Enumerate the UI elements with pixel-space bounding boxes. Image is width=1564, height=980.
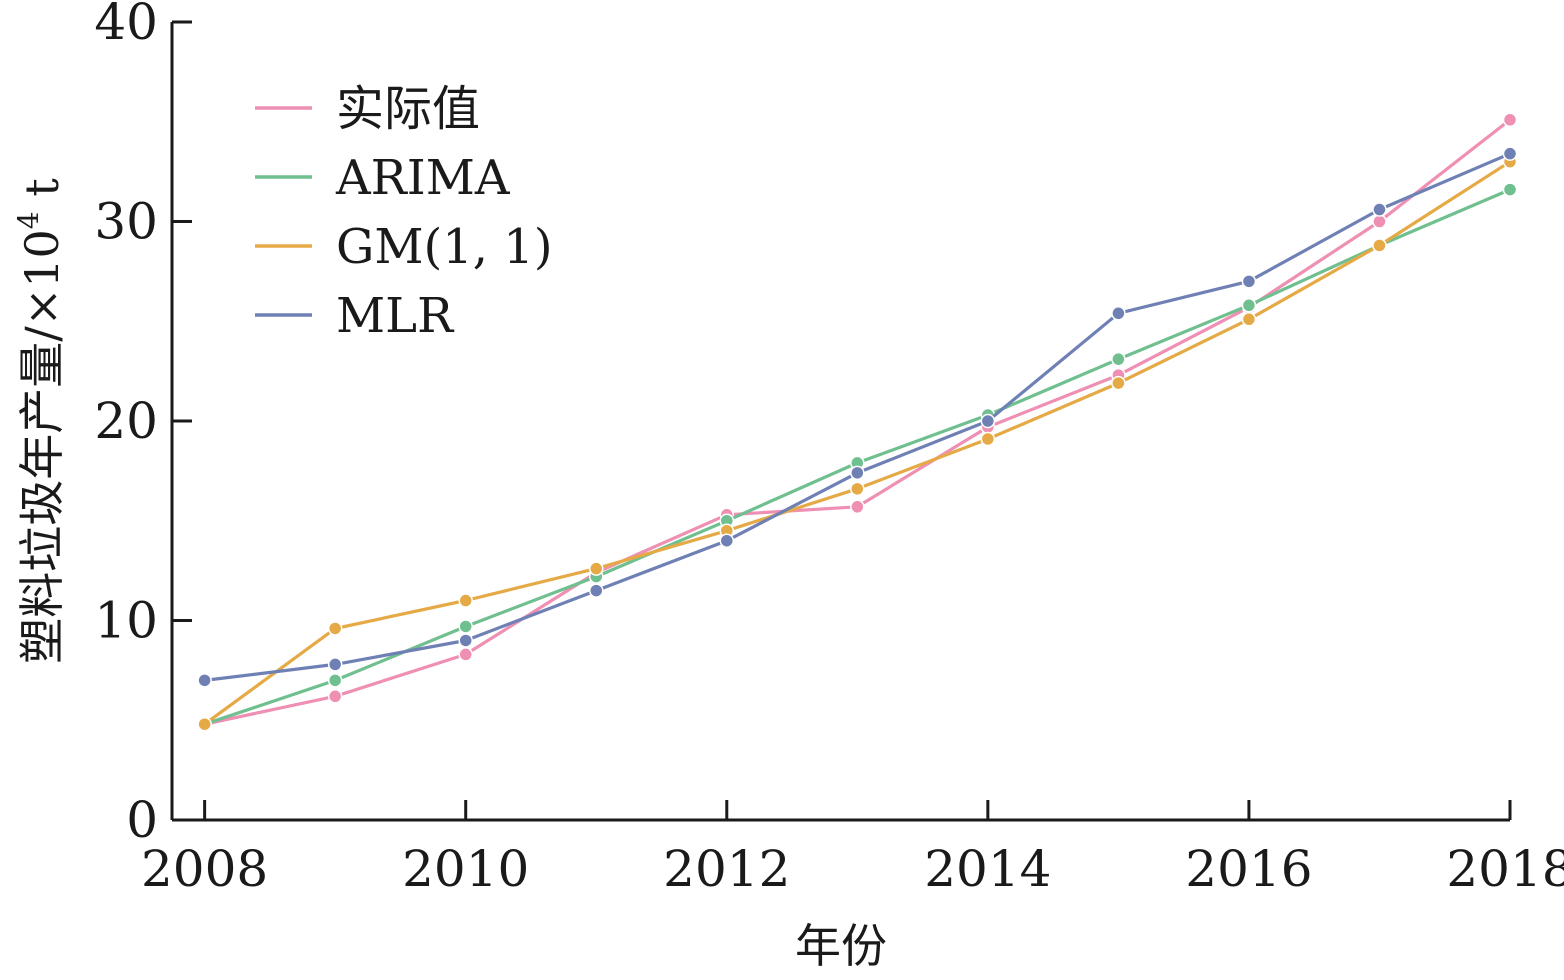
data-point bbox=[588, 583, 604, 598]
data-point bbox=[458, 619, 473, 634]
legend-label: MLR bbox=[336, 288, 455, 344]
x-tick-label: 2012 bbox=[663, 840, 790, 898]
data-point bbox=[327, 657, 343, 672]
data-point bbox=[980, 413, 996, 429]
y-axis-title-unit: t bbox=[15, 178, 69, 212]
x-tick-label: 2014 bbox=[924, 840, 1051, 898]
x-ticks: 2008 2010 2012 2014 2016 2018 bbox=[141, 800, 1564, 898]
x-tick-label: 2008 bbox=[141, 840, 268, 898]
data-point bbox=[458, 633, 473, 648]
x-axis-title: 年份 bbox=[795, 919, 887, 973]
legend-item: MLR bbox=[255, 288, 455, 344]
legend-label: 实际值 bbox=[336, 81, 480, 137]
series-layer bbox=[197, 112, 1518, 732]
legend: 实际值 ARIMA GM(1, 1) MLR bbox=[255, 81, 553, 344]
legend-item: 实际值 bbox=[255, 81, 480, 137]
y-tick-label: 0 bbox=[126, 791, 158, 849]
legend-label: ARIMA bbox=[335, 150, 511, 206]
legend-label: GM(1, 1) bbox=[336, 219, 553, 275]
data-point bbox=[1241, 274, 1257, 289]
legend-item: GM(1, 1) bbox=[255, 219, 553, 275]
data-point bbox=[1111, 351, 1126, 367]
data-point bbox=[1241, 312, 1257, 327]
y-tick-label: 20 bbox=[94, 392, 158, 450]
y-axis-title: 塑料垃圾年产量/×104 t bbox=[12, 178, 69, 664]
data-point bbox=[1372, 214, 1387, 229]
data-point bbox=[197, 716, 212, 732]
x-tick-label: 2016 bbox=[1185, 840, 1312, 898]
data-point bbox=[1372, 238, 1387, 253]
data-point bbox=[1111, 306, 1126, 321]
data-point bbox=[850, 481, 865, 497]
axes bbox=[170, 22, 1510, 822]
y-tick-label: 40 bbox=[94, 0, 158, 51]
y-axis-title-main: 塑料垃圾年产量/×10 bbox=[15, 229, 69, 664]
data-point bbox=[1111, 375, 1126, 391]
data-point bbox=[588, 561, 604, 576]
series-4 bbox=[197, 146, 1518, 688]
data-point bbox=[458, 647, 473, 662]
y-tick-label: 10 bbox=[94, 592, 158, 650]
data-point bbox=[327, 673, 343, 688]
x-tick-label: 2018 bbox=[1446, 840, 1564, 898]
series-3 bbox=[197, 154, 1518, 732]
data-point bbox=[327, 689, 343, 704]
x-tick-label: 2010 bbox=[402, 840, 529, 898]
data-point bbox=[1502, 146, 1518, 161]
data-point bbox=[1502, 112, 1518, 128]
data-point bbox=[1372, 202, 1387, 217]
series-line bbox=[204, 118, 1511, 726]
data-point bbox=[1502, 182, 1518, 197]
data-point bbox=[197, 673, 212, 688]
data-point bbox=[458, 593, 473, 608]
data-point bbox=[719, 533, 735, 548]
legend-item: ARIMA bbox=[255, 150, 511, 206]
data-point bbox=[850, 465, 865, 481]
data-point bbox=[980, 431, 996, 447]
y-ticks: 0 10 20 30 40 bbox=[94, 0, 192, 849]
data-point bbox=[1241, 298, 1257, 313]
data-point bbox=[327, 621, 343, 636]
y-axis-title-superscript: 4 bbox=[12, 211, 45, 229]
y-tick-label: 30 bbox=[94, 193, 158, 251]
data-point bbox=[850, 499, 865, 515]
